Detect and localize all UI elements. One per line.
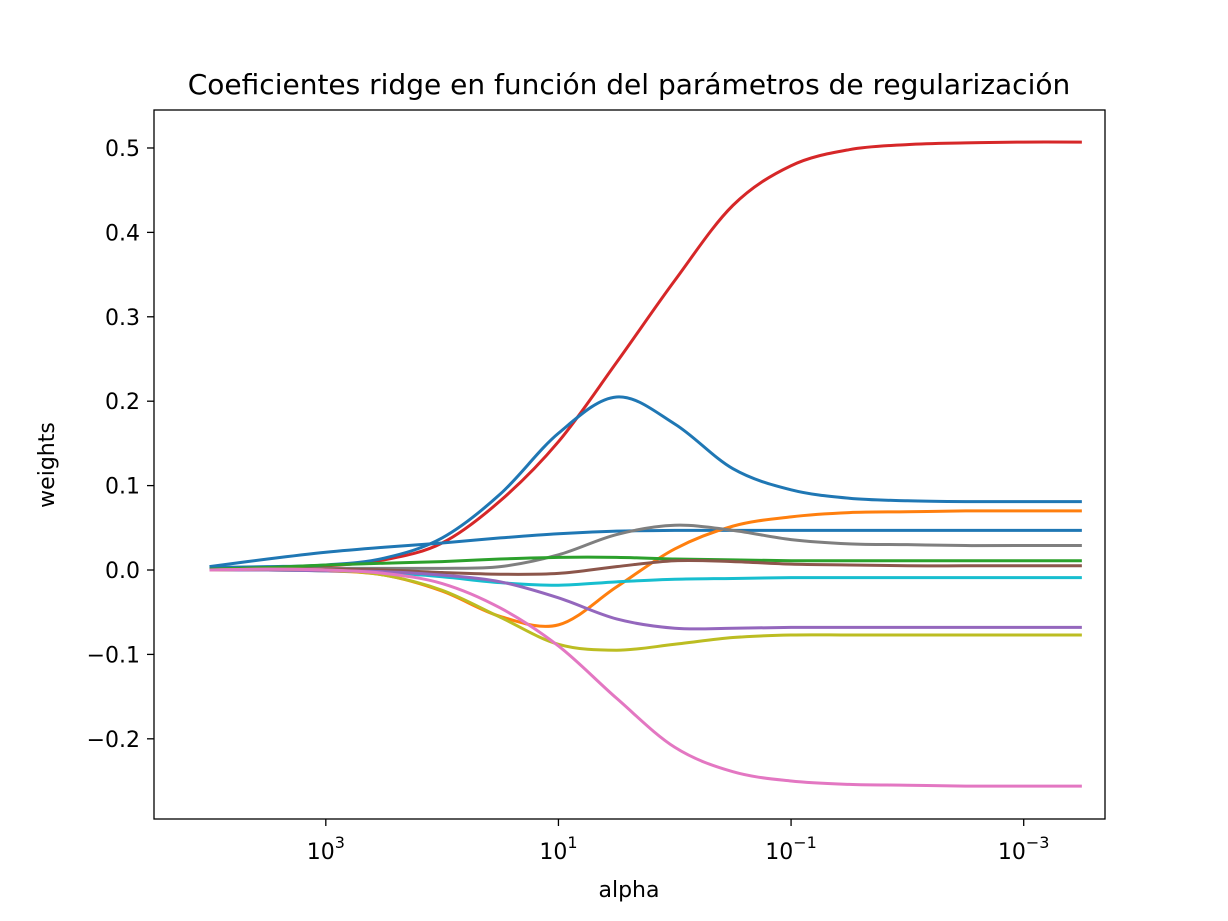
- plot-area-frame: [153, 109, 1106, 820]
- x-tick-label: 103: [307, 833, 345, 865]
- chart-title: Coeficientes ridge en función del paráme…: [188, 68, 1070, 101]
- y-tick-label: 0.2: [105, 390, 140, 415]
- y-axis-ticks: 0.5 0.4 0.3 0.2 0.1 0.0 −0.1 −0.2: [87, 137, 154, 753]
- x-axis-ticks: 103 101 10−1 10−3: [307, 819, 1050, 865]
- y-tick-label: 0.0: [105, 559, 140, 584]
- series-line-6: [209, 555, 1082, 571]
- x-axis-label: alpha: [599, 878, 660, 903]
- y-tick-label: 0.4: [105, 221, 140, 246]
- x-tick-label: 10−3: [998, 833, 1050, 865]
- series-line-7: [209, 558, 1082, 576]
- x-tick-label: 101: [539, 833, 577, 865]
- y-tick-label: 0.3: [105, 306, 140, 331]
- x-tick-label: 10−1: [765, 833, 817, 865]
- y-axis-label: weights: [35, 422, 60, 508]
- y-tick-label: −0.2: [87, 728, 140, 753]
- y-tick-label: 0.5: [105, 137, 140, 162]
- series-line-11: [209, 567, 1082, 788]
- series-layer: [209, 140, 1082, 788]
- series-line-3: [209, 528, 1082, 569]
- series-line-2: [209, 395, 1082, 569]
- y-tick-label: −0.1: [87, 643, 140, 668]
- y-tick-label: 0.1: [105, 475, 140, 500]
